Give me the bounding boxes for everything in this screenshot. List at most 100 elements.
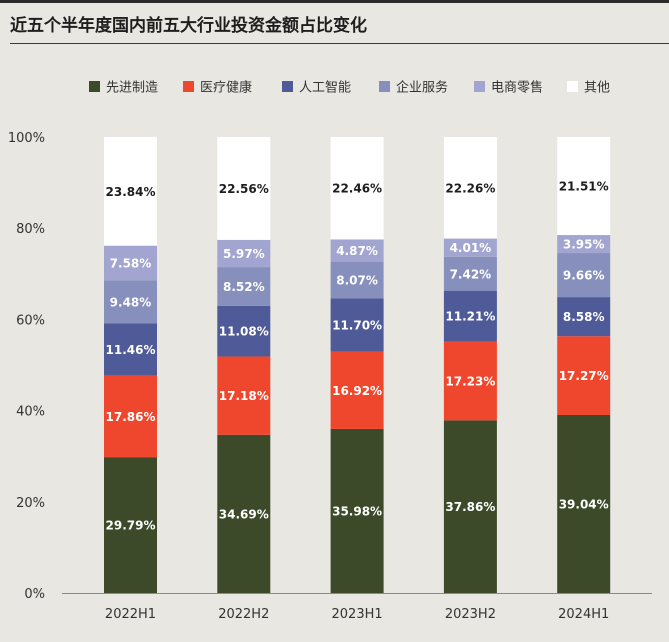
y-tick-label: 100% <box>8 131 45 146</box>
x-tick-label: 2022H2 <box>218 607 269 622</box>
legend-label: 企业服务 <box>396 80 448 96</box>
legend-label: 人工智能 <box>299 81 351 96</box>
data-label: 16.92% <box>332 384 382 398</box>
legend-item: 人工智能 <box>282 81 351 96</box>
bar-stack: 39.04% 17.27% 8.58% 9.66% 3.95% 21.51% <box>557 136 611 593</box>
bar-segment <box>443 256 497 291</box>
legend-swatch <box>474 81 485 92</box>
data-label: 22.46% <box>332 182 382 196</box>
top-border <box>0 0 669 3</box>
bar-segment <box>557 414 611 593</box>
x-tick-label: 2023H2 <box>445 607 496 622</box>
bar-segment <box>330 351 384 429</box>
bar-segment <box>330 428 384 593</box>
bar-segment <box>443 290 497 342</box>
bar-segment <box>104 323 157 376</box>
data-label: 9.48% <box>110 295 152 309</box>
data-label: 8.52% <box>223 280 265 294</box>
bar-segment <box>104 457 157 593</box>
legend-label: 电商零售 <box>491 80 543 96</box>
data-label: 17.27% <box>559 369 609 383</box>
bar-segment <box>330 137 384 240</box>
data-label: 35.98% <box>332 504 382 518</box>
data-label: 7.58% <box>110 256 152 270</box>
data-label: 34.69% <box>219 507 269 521</box>
legend-label: 医疗健康 <box>200 80 252 96</box>
bar-segment <box>443 238 497 257</box>
data-label: 22.26% <box>445 181 495 195</box>
bar-segment <box>330 261 384 299</box>
bar-segment <box>330 298 384 352</box>
legend-item: 医疗健康 <box>183 80 252 96</box>
bar-segment <box>330 239 384 262</box>
data-label: 9.66% <box>563 269 605 283</box>
bar-segment <box>104 280 157 324</box>
bar-segment <box>217 239 271 268</box>
data-label: 5.97% <box>223 247 265 261</box>
data-label: 3.95% <box>563 238 605 252</box>
data-label: 17.18% <box>219 389 269 403</box>
data-label: 17.86% <box>106 410 156 424</box>
data-label: 7.42% <box>450 267 492 281</box>
bar-segment <box>557 336 611 415</box>
data-label: 11.46% <box>106 343 156 357</box>
data-label: 8.58% <box>563 310 605 324</box>
x-tick-label: 2024H1 <box>558 607 609 622</box>
data-label: 8.07% <box>336 274 378 288</box>
bar-segment <box>217 267 271 306</box>
bar-segment <box>443 341 497 421</box>
title-divider <box>10 43 669 44</box>
data-label: 11.21% <box>445 310 495 324</box>
legend-item: 企业服务 <box>379 80 448 96</box>
bar-segment <box>443 137 497 239</box>
bars: 29.79% 17.86% 11.46% 9.48% 7.58% 23.84% 34.69%… <box>104 136 611 593</box>
x-axis: 2022H1 2022H2 2023H1 2023H2 2024H1 <box>105 607 609 622</box>
legend-label: 其他 <box>584 81 610 96</box>
legend-item: 其他 <box>567 81 610 96</box>
chart-title: 近五个半年度国内前五大行业投资金额占比变化 <box>10 16 367 36</box>
y-axis: 0% 20% 40% 60% 80% 100% <box>8 131 45 602</box>
y-tick-label: 80% <box>16 222 45 237</box>
bar-segment <box>557 235 611 254</box>
x-tick-label: 2023H1 <box>332 607 383 622</box>
x-tick-label: 2022H1 <box>105 607 156 622</box>
bar-stack: 35.98% 16.92% 11.70% 8.07% 4.87% 22.46% <box>330 137 384 593</box>
bar-segment <box>104 136 157 246</box>
data-label: 11.08% <box>219 325 269 339</box>
legend-swatch <box>282 81 293 92</box>
data-label: 21.51% <box>559 179 609 193</box>
legend: 先进制造 医疗健康 人工智能 企业服务 电商零售 其他 <box>89 80 610 96</box>
legend-swatch <box>89 81 100 92</box>
data-label: 17.23% <box>445 375 495 389</box>
legend-swatch <box>567 81 578 92</box>
y-tick-label: 20% <box>16 496 45 511</box>
data-label: 39.04% <box>559 497 609 511</box>
data-label: 37.86% <box>445 500 495 514</box>
bar-segment <box>104 245 157 281</box>
bar-stack: 37.86% 17.23% 11.21% 7.42% 4.01% 22.26% <box>443 137 497 593</box>
legend-label: 先进制造 <box>106 81 158 96</box>
data-label: 23.84% <box>106 185 156 199</box>
y-tick-label: 60% <box>16 313 45 328</box>
data-label: 4.87% <box>336 244 378 258</box>
data-label: 22.56% <box>219 182 269 196</box>
bar-segment <box>557 136 611 236</box>
legend-item: 先进制造 <box>89 81 158 96</box>
bar-segment <box>443 420 497 593</box>
bar-segment <box>217 434 271 593</box>
bar-segment <box>217 137 271 240</box>
bar-segment <box>104 375 157 458</box>
bar-stack: 29.79% 17.86% 11.46% 9.48% 7.58% 23.84% <box>104 136 157 593</box>
data-label: 4.01% <box>450 241 492 255</box>
legend-swatch <box>379 81 390 92</box>
bar-segment <box>217 356 271 435</box>
bar-segment <box>557 253 611 298</box>
y-tick-label: 0% <box>24 587 45 602</box>
bar-segment <box>217 305 271 357</box>
legend-item: 电商零售 <box>474 80 543 96</box>
data-label: 11.70% <box>332 319 382 333</box>
bar-stack: 34.69% 17.18% 11.08% 8.52% 5.97% 22.56% <box>217 137 271 593</box>
bar-segment <box>557 297 611 337</box>
data-label: 29.79% <box>106 519 156 533</box>
